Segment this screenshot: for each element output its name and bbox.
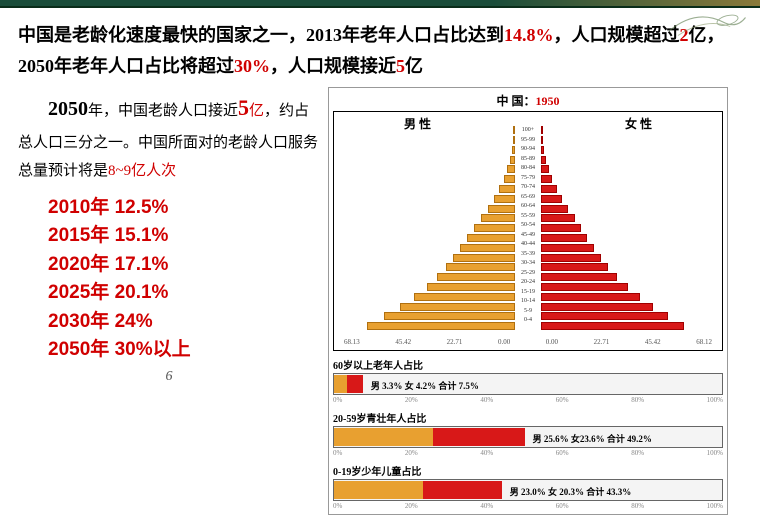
page-number: 6 <box>18 369 320 385</box>
stackbar: 男 3.3% 女 4.2% 合计 7.5% <box>333 373 723 395</box>
year-row: 2025年 20.1% <box>48 279 320 308</box>
stacked-bars-group: 60岁以上老年人占比男 3.3% 女 4.2% 合计 7.5%0%20%40%6… <box>333 357 723 510</box>
year-row: 2050年 30%以上 <box>48 336 320 365</box>
pyramid-x-axis: 68.1345.4222.710.000.0022.7145.4268.12 <box>344 338 712 346</box>
year-row: 2020年 17.1% <box>48 251 320 280</box>
stackbar-title: 60岁以上老年人占比 <box>333 357 723 372</box>
stackbar-title: 20-59岁青壮年人占比 <box>333 410 723 425</box>
year-row: 2030年 24% <box>48 308 320 337</box>
stackbar: 男 25.6% 女23.6% 合计 49.2% <box>333 426 723 448</box>
year-row: 2015年 15.1% <box>48 222 320 251</box>
year-row: 2010年 12.5% <box>48 194 320 223</box>
paragraph-1: 2050年，中国老龄人口接近5亿，约占总人口三分之一。中国所面对的老龄人口服务总… <box>18 87 320 186</box>
swirl-decoration-icon <box>660 2 750 42</box>
chart-panel: 中 国：1950 男 性 女 性 100+95-9990-9485-8980-8… <box>328 87 728 515</box>
population-pyramid: 男 性 女 性 100+95-9990-9485-8980-8475-7970-… <box>333 111 723 351</box>
stackbar: 男 23.0% 女 20.3% 合计 43.3% <box>333 479 723 501</box>
slide-content: 中国是老龄化速度最快的国家之一，2013年老年人口占比达到14.8%，人口规模超… <box>0 8 760 515</box>
pyramid-title: 中 国：1950 <box>333 92 723 109</box>
left-column: 2050年，中国老龄人口接近5亿，约占总人口三分之一。中国所面对的老龄人口服务总… <box>18 87 328 515</box>
header-decor-bar <box>0 0 760 8</box>
headline-text: 中国是老龄化速度最快的国家之一，2013年老年人口占比达到14.8%，人口规模超… <box>18 20 742 81</box>
stackbar-title: 0-19岁少年儿童占比 <box>333 463 723 478</box>
pyramid-bars <box>344 126 712 330</box>
year-percentage-list: 2010年 12.5% 2015年 15.1% 2020年 17.1% 2025… <box>48 194 320 365</box>
